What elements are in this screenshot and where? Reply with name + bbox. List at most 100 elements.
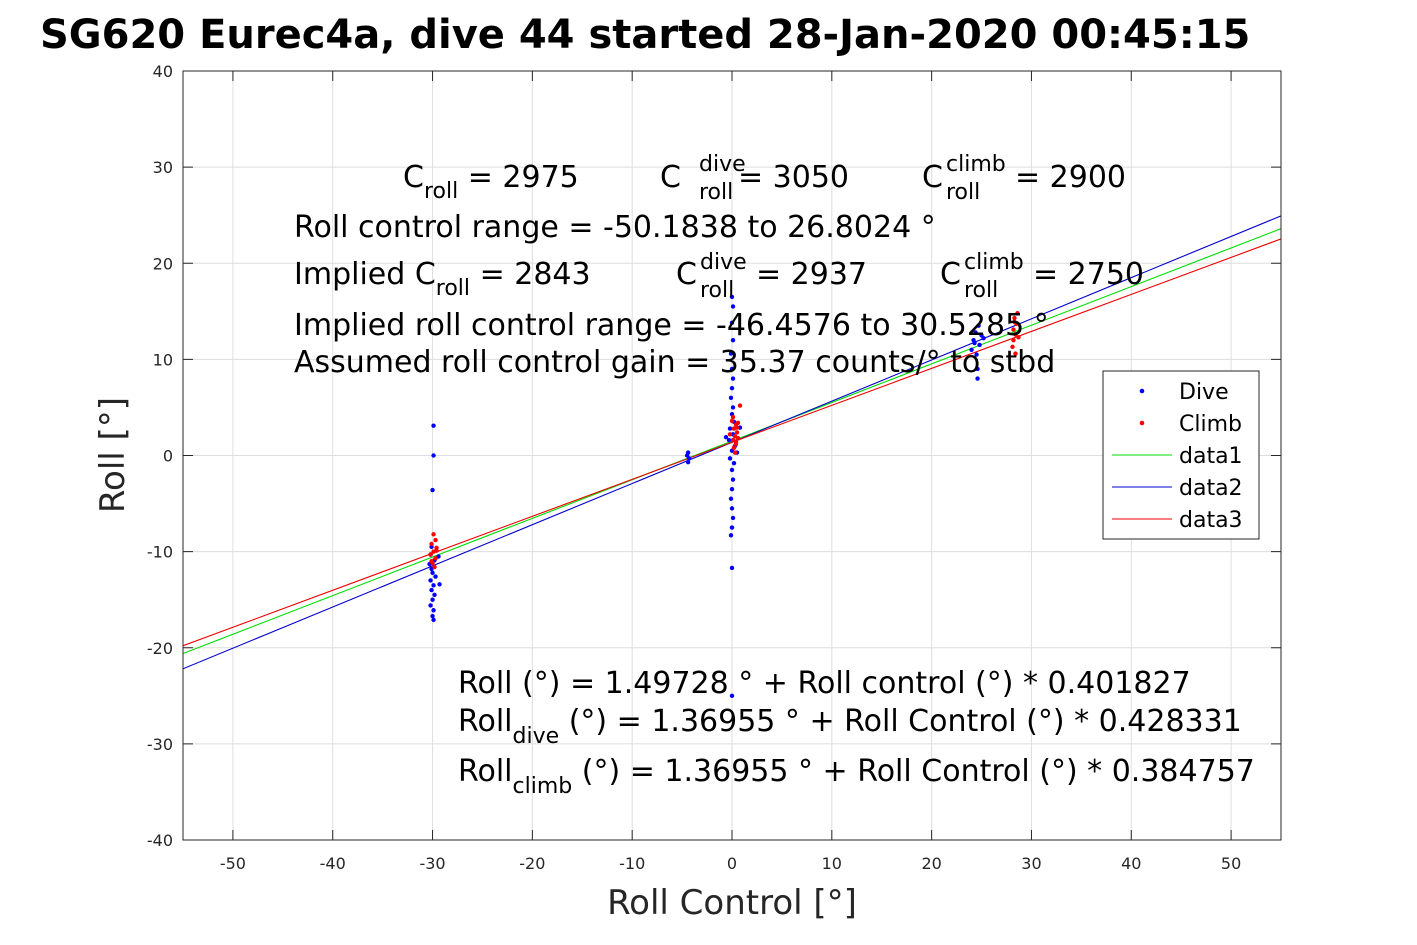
annotation-implied-c-roll-dive: C [676,257,697,292]
dive-point [685,460,691,465]
legend-label-data1: data1 [1179,444,1243,469]
annotation-c-roll-climb-sup: climb [946,152,1006,177]
dive-point [430,597,435,602]
dive-point [432,592,437,598]
dive-point [428,578,433,583]
climb-point [735,435,741,441]
climb-point [737,403,743,408]
dive-point [437,582,442,587]
legend-label-data3: data3 [1179,508,1243,533]
annotation-fit-equation-climb: Rollclimb (°) = 1.36955 ° + Roll Control… [458,754,1255,799]
x-tick-label: -20 [519,854,545,873]
climb-point [734,430,740,435]
dive-point [728,351,734,356]
y-tick-label: 0 [163,447,173,466]
annotation-implied-c-roll-climb-value: = 2750 [1033,257,1144,292]
x-tick-label: 10 [822,854,842,873]
legend-marker-climb [1139,420,1145,426]
climb-point [729,418,735,424]
annotation-c-roll-climb-sub: roll [946,180,980,205]
annotation-c-roll-climb: C [922,160,943,195]
annotation-c-roll-climb-value: = 2900 [1015,160,1126,195]
x-axis-label: Roll Control [°] [607,883,857,923]
climb-point [1012,319,1017,325]
dive-point [977,342,982,348]
annotation-implied-c-roll-climb-sub: roll [964,278,998,303]
dive-point [729,506,735,511]
data-points [427,294,1021,699]
y-axis-label: Roll [°] [93,397,133,513]
climb-point [429,559,434,564]
y-tick-label: 30 [153,158,173,177]
dive-point [431,583,436,588]
annotation-implied-calibration-line: Implied Croll = 2843 C dive roll = 2937 … [294,250,1144,303]
dive-point [431,608,436,613]
annotation-implied-c-roll-climb: C [940,257,961,292]
fit-line-data3 [183,238,1281,647]
dive-point [729,565,735,571]
series-climb [428,311,1021,570]
x-tick-label: -30 [419,854,445,873]
dive-point [973,330,978,335]
dive-point [976,323,981,328]
dive-point [728,533,734,538]
annotation-fit-equation-dive: Rolldive (°) = 1.36955 ° + Roll Control … [458,704,1242,749]
dive-point [729,386,735,391]
climb-point [734,425,740,430]
dive-point [727,456,733,461]
y-tick-label: 40 [153,62,173,81]
x-tick-label: 30 [1021,854,1041,873]
dive-point [729,320,735,326]
dive-point [433,574,438,579]
x-tick-label: 40 [1121,854,1141,873]
dive-point [975,376,980,381]
dive-point [431,453,436,458]
dive-point [975,366,980,372]
legend-label-climb: Climb [1179,412,1242,437]
annotation-c-roll-dive-sub: roll [699,180,733,205]
climb-point [732,450,738,455]
dive-point [730,376,736,381]
x-tick-label: 0 [727,854,737,873]
legend-marker-dive [1139,388,1145,394]
dive-point [972,340,977,346]
dive-point [723,435,729,440]
climb-point [735,420,741,426]
annotation-c-roll-dive-sup: dive [699,152,746,177]
climb-point [730,414,736,420]
climb-point [1011,337,1016,343]
climb-point [1015,311,1020,316]
dive-point [981,336,986,341]
dive-point [431,423,436,428]
y-tick-label: -30 [147,735,173,754]
dive-point [430,487,435,493]
annotation-roll-control-range: Roll control range = -50.1838 to 26.8024… [294,210,936,245]
annotation-c-roll-dive: C [660,160,681,195]
climb-point [731,445,737,451]
annotation-roll-control-gain: Assumed roll control gain = 35.37 counts… [294,345,1055,380]
dive-point [728,395,734,401]
climb-point [727,432,733,437]
climb-point [428,552,433,557]
dive-point [730,304,736,309]
y-tick-label: 20 [153,254,173,273]
climb-point [1016,335,1021,340]
chart-title: SG620 Eurec4a, dive 44 started 28-Jan-20… [40,12,1250,58]
annotation-c-roll-dive-value: = 3050 [738,160,849,195]
y-tick-label: -20 [147,639,173,658]
dive-point [686,456,692,461]
dive-point [729,294,735,300]
annotation-implied-c-roll-dive-value: = 2937 [756,257,867,292]
dive-point [729,486,735,492]
dive-point [730,515,736,521]
dive-point [429,587,434,593]
climb-point [432,564,437,570]
x-tick-label: 50 [1221,854,1241,873]
dive-point [729,525,735,530]
y-tick-label: 10 [153,350,173,369]
x-tick-labels: -50 -40 -30 -20 -10 0 10 20 30 40 50 [220,854,1241,873]
annotation-c-roll: Croll = 2975 [403,160,579,204]
climb-point [1010,344,1015,350]
x-tick-label: 20 [921,854,941,873]
